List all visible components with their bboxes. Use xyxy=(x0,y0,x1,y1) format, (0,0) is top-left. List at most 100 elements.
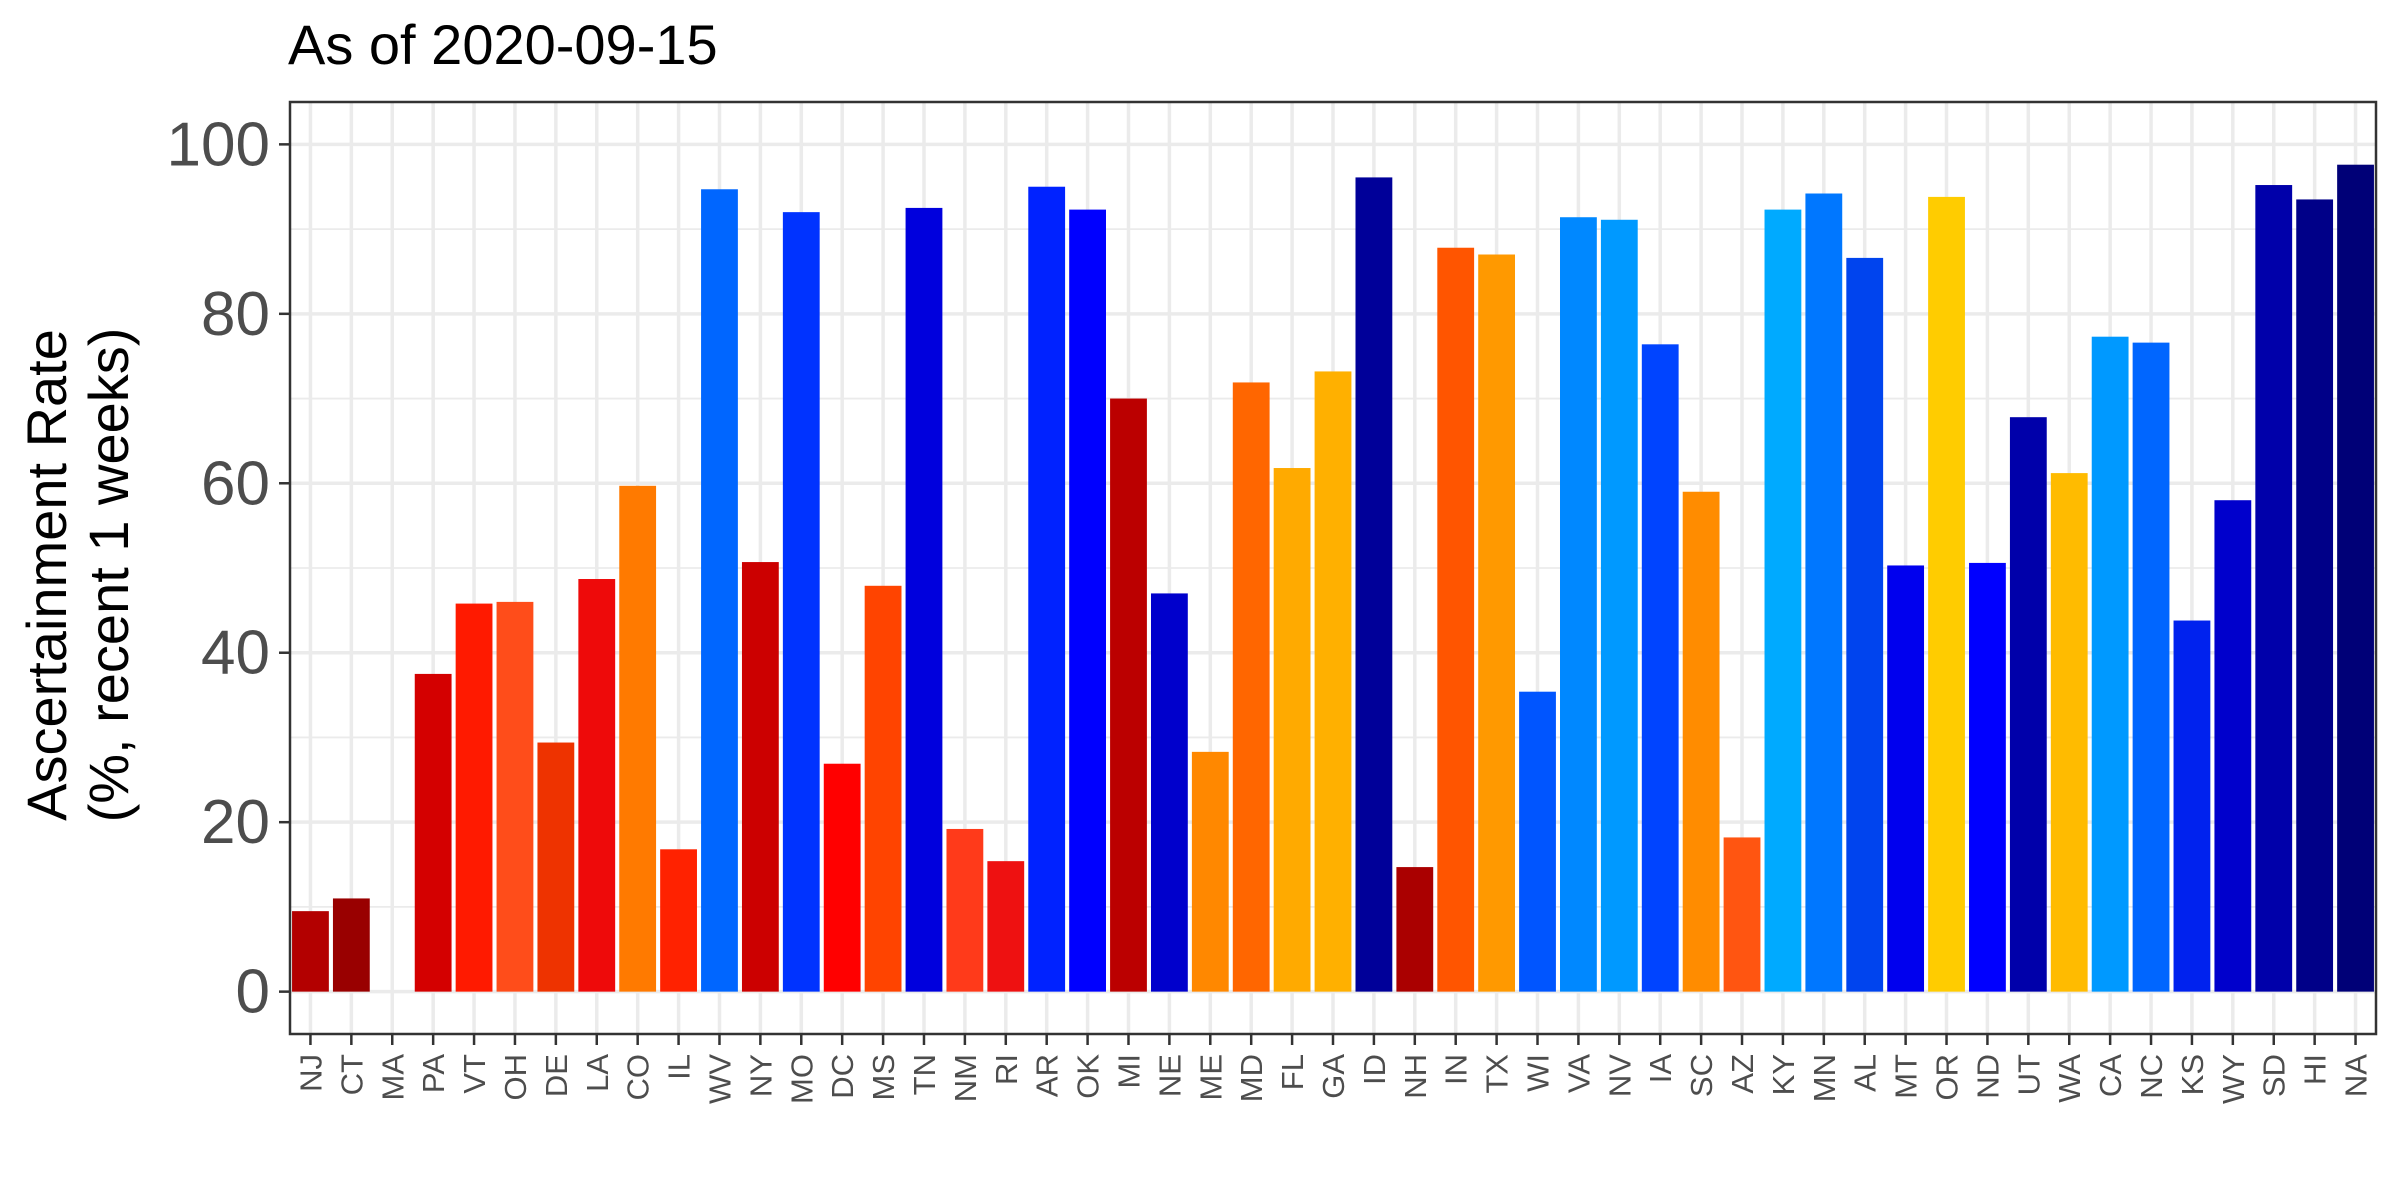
bar-na xyxy=(2337,164,2374,992)
bar-oh xyxy=(496,601,534,992)
x-tick-label-wy: WY xyxy=(2216,1054,2251,1104)
x-tick-label-id: ID xyxy=(1357,1054,1392,1085)
x-tick-label-sc: SC xyxy=(1684,1054,1719,1097)
x-tick-label-ma: MA xyxy=(375,1054,410,1101)
y-axis-label-line-1: Ascertainment Rate xyxy=(15,329,78,821)
x-tick-label-nm: NM xyxy=(948,1054,983,1102)
x-tick-label-ut: UT xyxy=(2011,1054,2046,1095)
x-tick-label-hi: HI xyxy=(2298,1054,2333,1085)
x-tick-label-ia: IA xyxy=(1643,1054,1678,1084)
bar-de xyxy=(537,742,575,992)
bar-ny xyxy=(741,562,779,992)
x-tick-label-ct: CT xyxy=(334,1054,369,1095)
x-tick-label-tx: TX xyxy=(1480,1054,1515,1094)
bar-wy xyxy=(2214,500,2252,992)
x-tick-label-co: CO xyxy=(621,1054,656,1101)
bar-az xyxy=(1723,837,1761,992)
x-tick-label-ok: OK xyxy=(1071,1054,1106,1099)
y-tick-label: 20 xyxy=(201,788,270,857)
bar-or xyxy=(1928,196,1965,992)
x-tick-label-or: OR xyxy=(1930,1054,1965,1101)
bar-ct xyxy=(332,898,370,992)
x-tick-label-wa: WA xyxy=(2052,1054,2087,1103)
bar-tx xyxy=(1478,254,1516,992)
y-tick-label: 60 xyxy=(201,449,270,518)
bar-al xyxy=(1846,257,1884,992)
bar-mo xyxy=(782,212,820,992)
bar-ca xyxy=(2091,336,2129,992)
y-axis-ticks: 0 20 40 60 80 100 xyxy=(167,110,290,1027)
bar-mi xyxy=(1110,398,1147,992)
x-tick-label-pa: PA xyxy=(416,1054,451,1093)
bar-la xyxy=(578,579,616,992)
y-tick-label: 40 xyxy=(201,619,270,688)
bar-ms xyxy=(864,585,902,992)
bar-hi xyxy=(2296,199,2334,992)
x-tick-label-nd: ND xyxy=(1970,1054,2005,1099)
bar-wa xyxy=(2050,473,2088,992)
bar-pa xyxy=(414,673,452,992)
x-tick-label-ms: MS xyxy=(866,1054,901,1101)
plot-panel-border xyxy=(288,100,2378,1036)
x-tick-label-ky: KY xyxy=(1766,1054,1801,1095)
bar-ut xyxy=(2009,417,2047,992)
x-tick-label-nh: NH xyxy=(1398,1054,1433,1099)
bar-ne xyxy=(1150,593,1188,992)
chart-title: As of 2020-09-15 xyxy=(288,13,718,76)
x-tick-label-nv: NV xyxy=(1602,1054,1637,1097)
y-axis-label-line-2: (%, recent 1 weeks) xyxy=(77,328,140,823)
bar-fl xyxy=(1273,468,1311,992)
bar-nm xyxy=(946,828,984,992)
x-tick-label-na: NA xyxy=(2339,1054,2374,1097)
bar-ia xyxy=(1641,344,1679,992)
x-tick-label-sd: SD xyxy=(2257,1054,2292,1097)
x-tick-label-nj: NJ xyxy=(293,1054,328,1092)
bar-il xyxy=(660,849,697,992)
x-tick-label-md: MD xyxy=(1234,1054,1269,1102)
x-tick-label-la: LA xyxy=(580,1054,615,1092)
bar-wv xyxy=(701,189,738,992)
x-tick-label-me: ME xyxy=(1193,1054,1228,1101)
bar-nd xyxy=(1969,562,2006,992)
bar-sc xyxy=(1682,491,1720,992)
bar-ar xyxy=(1028,186,1066,992)
bar-sd xyxy=(2255,185,2293,992)
bar-ks xyxy=(2173,620,2211,992)
y-tick-label: 100 xyxy=(167,110,270,179)
y-tick-label: 80 xyxy=(201,280,270,349)
bar-ri xyxy=(987,861,1025,992)
x-tick-label-wv: WV xyxy=(702,1054,737,1104)
x-tick-label-ks: KS xyxy=(2175,1054,2210,1095)
bar-wi xyxy=(1519,691,1556,992)
x-tick-label-nc: NC xyxy=(2134,1054,2169,1099)
x-axis-ticks: NJ CT MA PA VT OH DE LA CO IL WV NY MO DC MS TN NM RI AR OK… xyxy=(293,1034,2374,1104)
x-tick-label-il: IL xyxy=(662,1054,697,1080)
bar-mt xyxy=(1887,565,1925,992)
x-tick-label-mo: MO xyxy=(784,1054,819,1104)
bar-me xyxy=(1191,751,1229,992)
x-tick-label-in: IN xyxy=(1439,1054,1474,1085)
x-tick-label-az: AZ xyxy=(1725,1054,1760,1094)
bar-in xyxy=(1437,247,1475,992)
bar-nj xyxy=(292,911,329,992)
x-tick-label-ga: GA xyxy=(1316,1054,1351,1099)
bar-md xyxy=(1232,382,1270,992)
y-tick-label: 0 xyxy=(236,958,270,1027)
bar-ok xyxy=(1069,209,1106,992)
bars xyxy=(292,164,2374,992)
x-tick-label-al: AL xyxy=(1848,1054,1883,1092)
x-tick-label-fl: FL xyxy=(1275,1054,1310,1090)
bar-ky xyxy=(1764,209,1802,992)
x-tick-label-mn: MN xyxy=(1807,1054,1842,1102)
x-tick-label-vt: VT xyxy=(457,1054,492,1094)
x-tick-label-oh: OH xyxy=(498,1054,533,1101)
bar-id xyxy=(1355,177,1393,992)
x-tick-label-ny: NY xyxy=(743,1054,778,1097)
x-tick-label-wi: WI xyxy=(1521,1054,1556,1092)
bar-nc xyxy=(2132,342,2170,992)
bar-dc xyxy=(823,763,861,992)
bar-tn xyxy=(905,207,943,992)
x-tick-label-mi: MI xyxy=(1111,1054,1146,1088)
x-tick-label-de: DE xyxy=(539,1054,574,1097)
